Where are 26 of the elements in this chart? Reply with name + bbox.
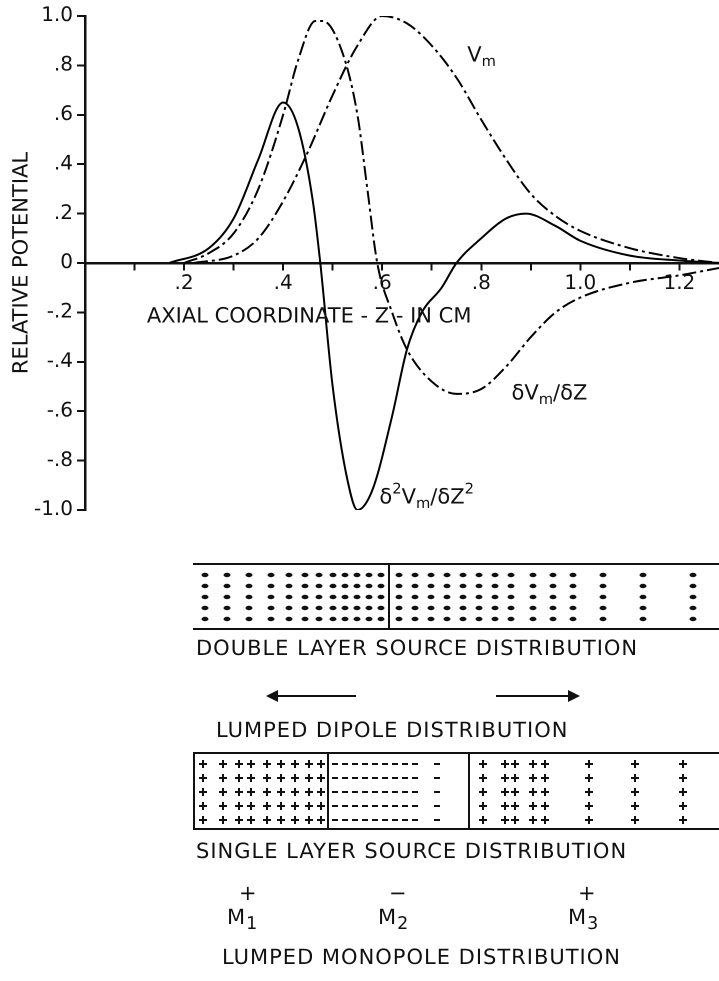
y-axis-title: RELATIVE POTENTIAL (8, 152, 32, 374)
x-tick-label: .8 (472, 270, 491, 294)
y-tick-label: .6 (54, 101, 74, 126)
y-tick-label: -.2 (46, 298, 74, 323)
text: M$_{3}$ (568, 905, 600, 934)
text: LUMPED DIPOLE DISTRIBUTION (216, 718, 568, 742)
y-tick-label: 0 (60, 249, 74, 274)
y-tick-label: -.6 (46, 397, 74, 422)
y-tick-label: .2 (54, 200, 74, 224)
text: LUMPED MONOPOLE DISTRIBUTION (222, 945, 621, 969)
text: SINGLE LAYER SOURCE DISTRIBUTION (196, 839, 628, 863)
y-tick-label: -.4 (46, 348, 74, 372)
y-tick-label: .8 (54, 52, 74, 76)
x-tick-label: 1.0 (564, 270, 596, 294)
y-tick-label: -1.0 (34, 496, 74, 520)
text: + (578, 881, 597, 905)
text: DOUBLE LAYER SOURCE DISTRIBUTION (196, 636, 638, 660)
x-tick-label: .2 (174, 270, 194, 294)
x-tick-label: .4 (274, 270, 293, 294)
y-tick-label: -.8 (46, 446, 74, 471)
text: − (389, 881, 408, 905)
y-tick-label: 1.0 (41, 2, 74, 26)
text: + (239, 881, 258, 905)
text: M$_{2}$ (378, 905, 410, 934)
y-tick-label: .4 (54, 150, 74, 174)
text: M$_{1}$ (227, 905, 258, 934)
